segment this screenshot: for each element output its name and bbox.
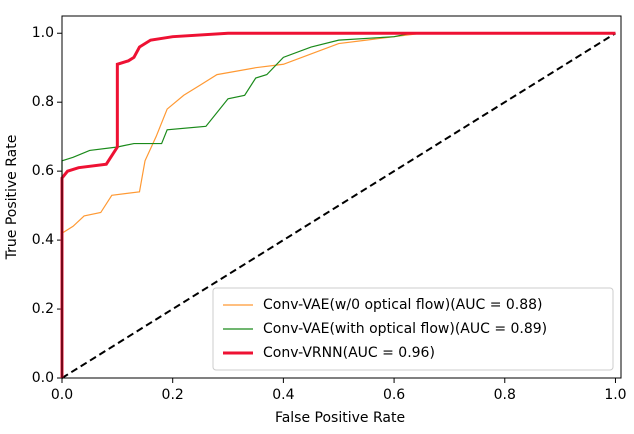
x-tick-label: 0.8	[494, 387, 516, 403]
y-tick-label: 0.4	[32, 232, 54, 248]
roc-curve	[60, 31, 616, 378]
x-tick-label: 0.2	[162, 387, 184, 403]
x-axis-label: False Positive Rate	[275, 410, 405, 426]
y-tick-label: 1.0	[32, 25, 54, 41]
roc-curve	[61, 32, 616, 378]
y-tick-label: 0.2	[32, 301, 54, 317]
roc-curve	[61, 32, 616, 378]
legend-label: Conv-VRNN(AUC = 0.96)	[263, 345, 435, 361]
reference-line	[61, 32, 616, 379]
x-tick-label: 0.6	[383, 387, 405, 403]
x-tick-label: 0.0	[51, 387, 73, 403]
y-tick-label: 0.0	[32, 370, 54, 386]
y-tick-label: 0.6	[32, 163, 54, 179]
x-tick-label: 0.4	[272, 387, 294, 403]
plot-frame	[61, 15, 622, 379]
legend-label: Conv-VAE(with optical flow)(AUC = 0.89)	[263, 321, 547, 337]
x-tick-label: 1.0	[604, 387, 626, 403]
y-tick-label: 0.8	[32, 94, 54, 110]
legend-label: Conv-VAE(w/0 optical flow)(AUC = 0.88)	[263, 297, 543, 313]
y-axis-label: True Positive Rate	[4, 135, 20, 261]
legend-box	[212, 287, 614, 371]
